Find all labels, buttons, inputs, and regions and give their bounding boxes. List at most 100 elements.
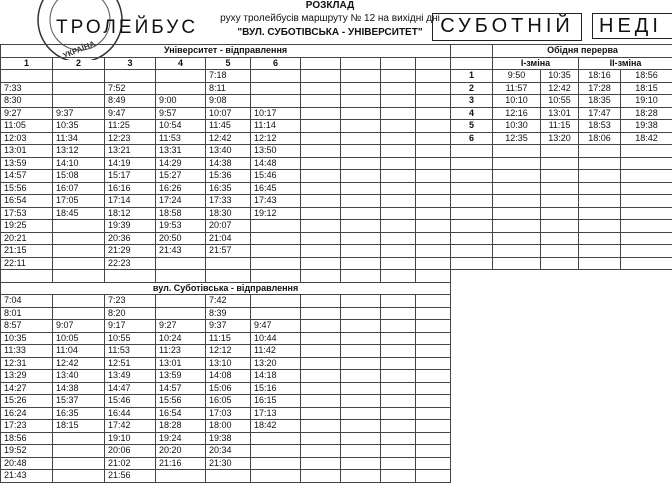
break-time — [619, 231, 672, 245]
time-cell — [414, 106, 452, 120]
break-time — [619, 219, 672, 233]
driver-number: 4 — [450, 106, 493, 120]
schedule-table: Університет - відправлення 1 2 3 4 5 6 7:18 7:33… — [0, 44, 452, 483]
time-cell: 18:45 — [52, 206, 105, 220]
break-time: 12:35 — [492, 131, 541, 145]
column-header — [340, 56, 381, 70]
time-cell: 12:03 — [0, 131, 53, 145]
time-cell — [250, 219, 301, 233]
time-cell: 12:12 — [250, 131, 301, 145]
time-cell — [414, 69, 452, 83]
stamp-ring — [37, 0, 123, 60]
time-cell: 11:53 — [104, 344, 156, 358]
time-cell — [104, 69, 156, 83]
time-cell — [52, 306, 105, 320]
schedule-row: 9:27 9:37 9:47 9:57 10:07 10:17 — [0, 106, 452, 120]
time-cell: 12:42 — [205, 131, 251, 145]
schedule-row: 15:56 16:07 16:16 16:26 16:35 16:45 — [0, 181, 452, 195]
time-cell — [340, 131, 381, 145]
time-cell: 14:38 — [52, 381, 105, 395]
break-row — [450, 156, 672, 170]
section-title: Університет - відправлення — [0, 44, 452, 58]
time-cell — [340, 419, 381, 433]
time-cell — [340, 344, 381, 358]
break-row — [450, 194, 672, 208]
time-cell: 17:24 — [155, 194, 206, 208]
time-cell: 7:33 — [0, 81, 53, 95]
break-row — [450, 144, 672, 158]
time-cell: 19:10 — [104, 431, 156, 445]
schedule-row: 18:56 19:10 19:24 19:38 — [0, 431, 452, 445]
time-cell — [300, 444, 341, 458]
schedule-row: 13:59 14:10 14:19 14:29 14:38 14:48 — [0, 156, 452, 170]
time-cell — [155, 294, 206, 308]
break-time — [540, 169, 579, 183]
break-time — [492, 206, 541, 220]
time-cell — [380, 431, 416, 445]
time-cell — [300, 206, 341, 220]
time-cell: 16:54 — [155, 406, 206, 420]
time-cell: 13:40 — [205, 144, 251, 158]
time-cell: 17:03 — [205, 406, 251, 420]
column-header — [380, 56, 416, 70]
break-time — [540, 181, 579, 195]
shift-row: І-зміна ІІ-зміна — [450, 56, 672, 70]
time-cell: 20:48 — [0, 456, 53, 470]
break-time: 10:30 — [492, 119, 541, 133]
break-row: 5 10:30 11:15 18:53 19:38 — [450, 119, 672, 133]
time-cell: 16:54 — [0, 194, 53, 208]
break-row — [450, 181, 672, 195]
time-cell: 7:23 — [104, 294, 156, 308]
time-cell — [52, 456, 105, 470]
break-time — [578, 169, 621, 183]
time-cell — [155, 81, 206, 95]
break-time — [492, 156, 541, 170]
time-cell — [300, 294, 341, 308]
time-cell — [414, 94, 452, 108]
break-row — [450, 219, 672, 233]
time-cell: 17:13 — [250, 406, 301, 420]
time-cell — [380, 294, 416, 308]
time-cell — [414, 469, 452, 483]
break-time: 10:55 — [540, 94, 579, 108]
break-time — [619, 181, 672, 195]
time-cell — [300, 106, 341, 120]
schedule-row: 14:57 15:08 15:17 15:27 15:36 15:46 — [0, 169, 452, 183]
time-cell: 9:27 — [155, 319, 206, 333]
time-cell — [300, 169, 341, 183]
time-cell — [340, 469, 381, 483]
break-time — [492, 231, 541, 245]
time-cell: 17:05 — [52, 194, 105, 208]
time-cell — [340, 394, 381, 408]
time-cell — [414, 456, 452, 470]
time-cell: 17:53 — [0, 206, 53, 220]
time-cell — [414, 319, 452, 333]
time-cell: 20:50 — [155, 231, 206, 245]
time-cell: 10:17 — [250, 106, 301, 120]
time-cell: 22:23 — [104, 256, 156, 270]
time-cell: 15:08 — [52, 169, 105, 183]
time-cell — [300, 406, 341, 420]
time-cell — [250, 306, 301, 320]
break-time: 18:42 — [619, 131, 672, 145]
time-cell: 18:30 — [205, 206, 251, 220]
schedule-row: 22:11 22:23 — [0, 256, 452, 270]
schedule-row: 16:54 17:05 17:14 17:24 17:33 17:43 — [0, 194, 452, 208]
break-time — [578, 219, 621, 233]
schedule-row: 19:52 20:06 20:20 20:34 — [0, 444, 452, 458]
time-cell: 16:26 — [155, 181, 206, 195]
time-cell: 16:07 — [52, 181, 105, 195]
break-row — [450, 256, 672, 270]
time-cell — [300, 119, 341, 133]
time-cell — [380, 206, 416, 220]
time-cell: 10:54 — [155, 119, 206, 133]
time-cell — [340, 94, 381, 108]
time-cell — [300, 94, 341, 108]
time-cell: 14:57 — [155, 381, 206, 395]
time-cell: 17:23 — [0, 419, 53, 433]
time-cell — [300, 144, 341, 158]
break-time: 11:57 — [492, 81, 541, 95]
time-cell: 18:58 — [155, 206, 206, 220]
time-cell: 13:20 — [250, 356, 301, 370]
time-cell: 8:20 — [104, 306, 156, 320]
